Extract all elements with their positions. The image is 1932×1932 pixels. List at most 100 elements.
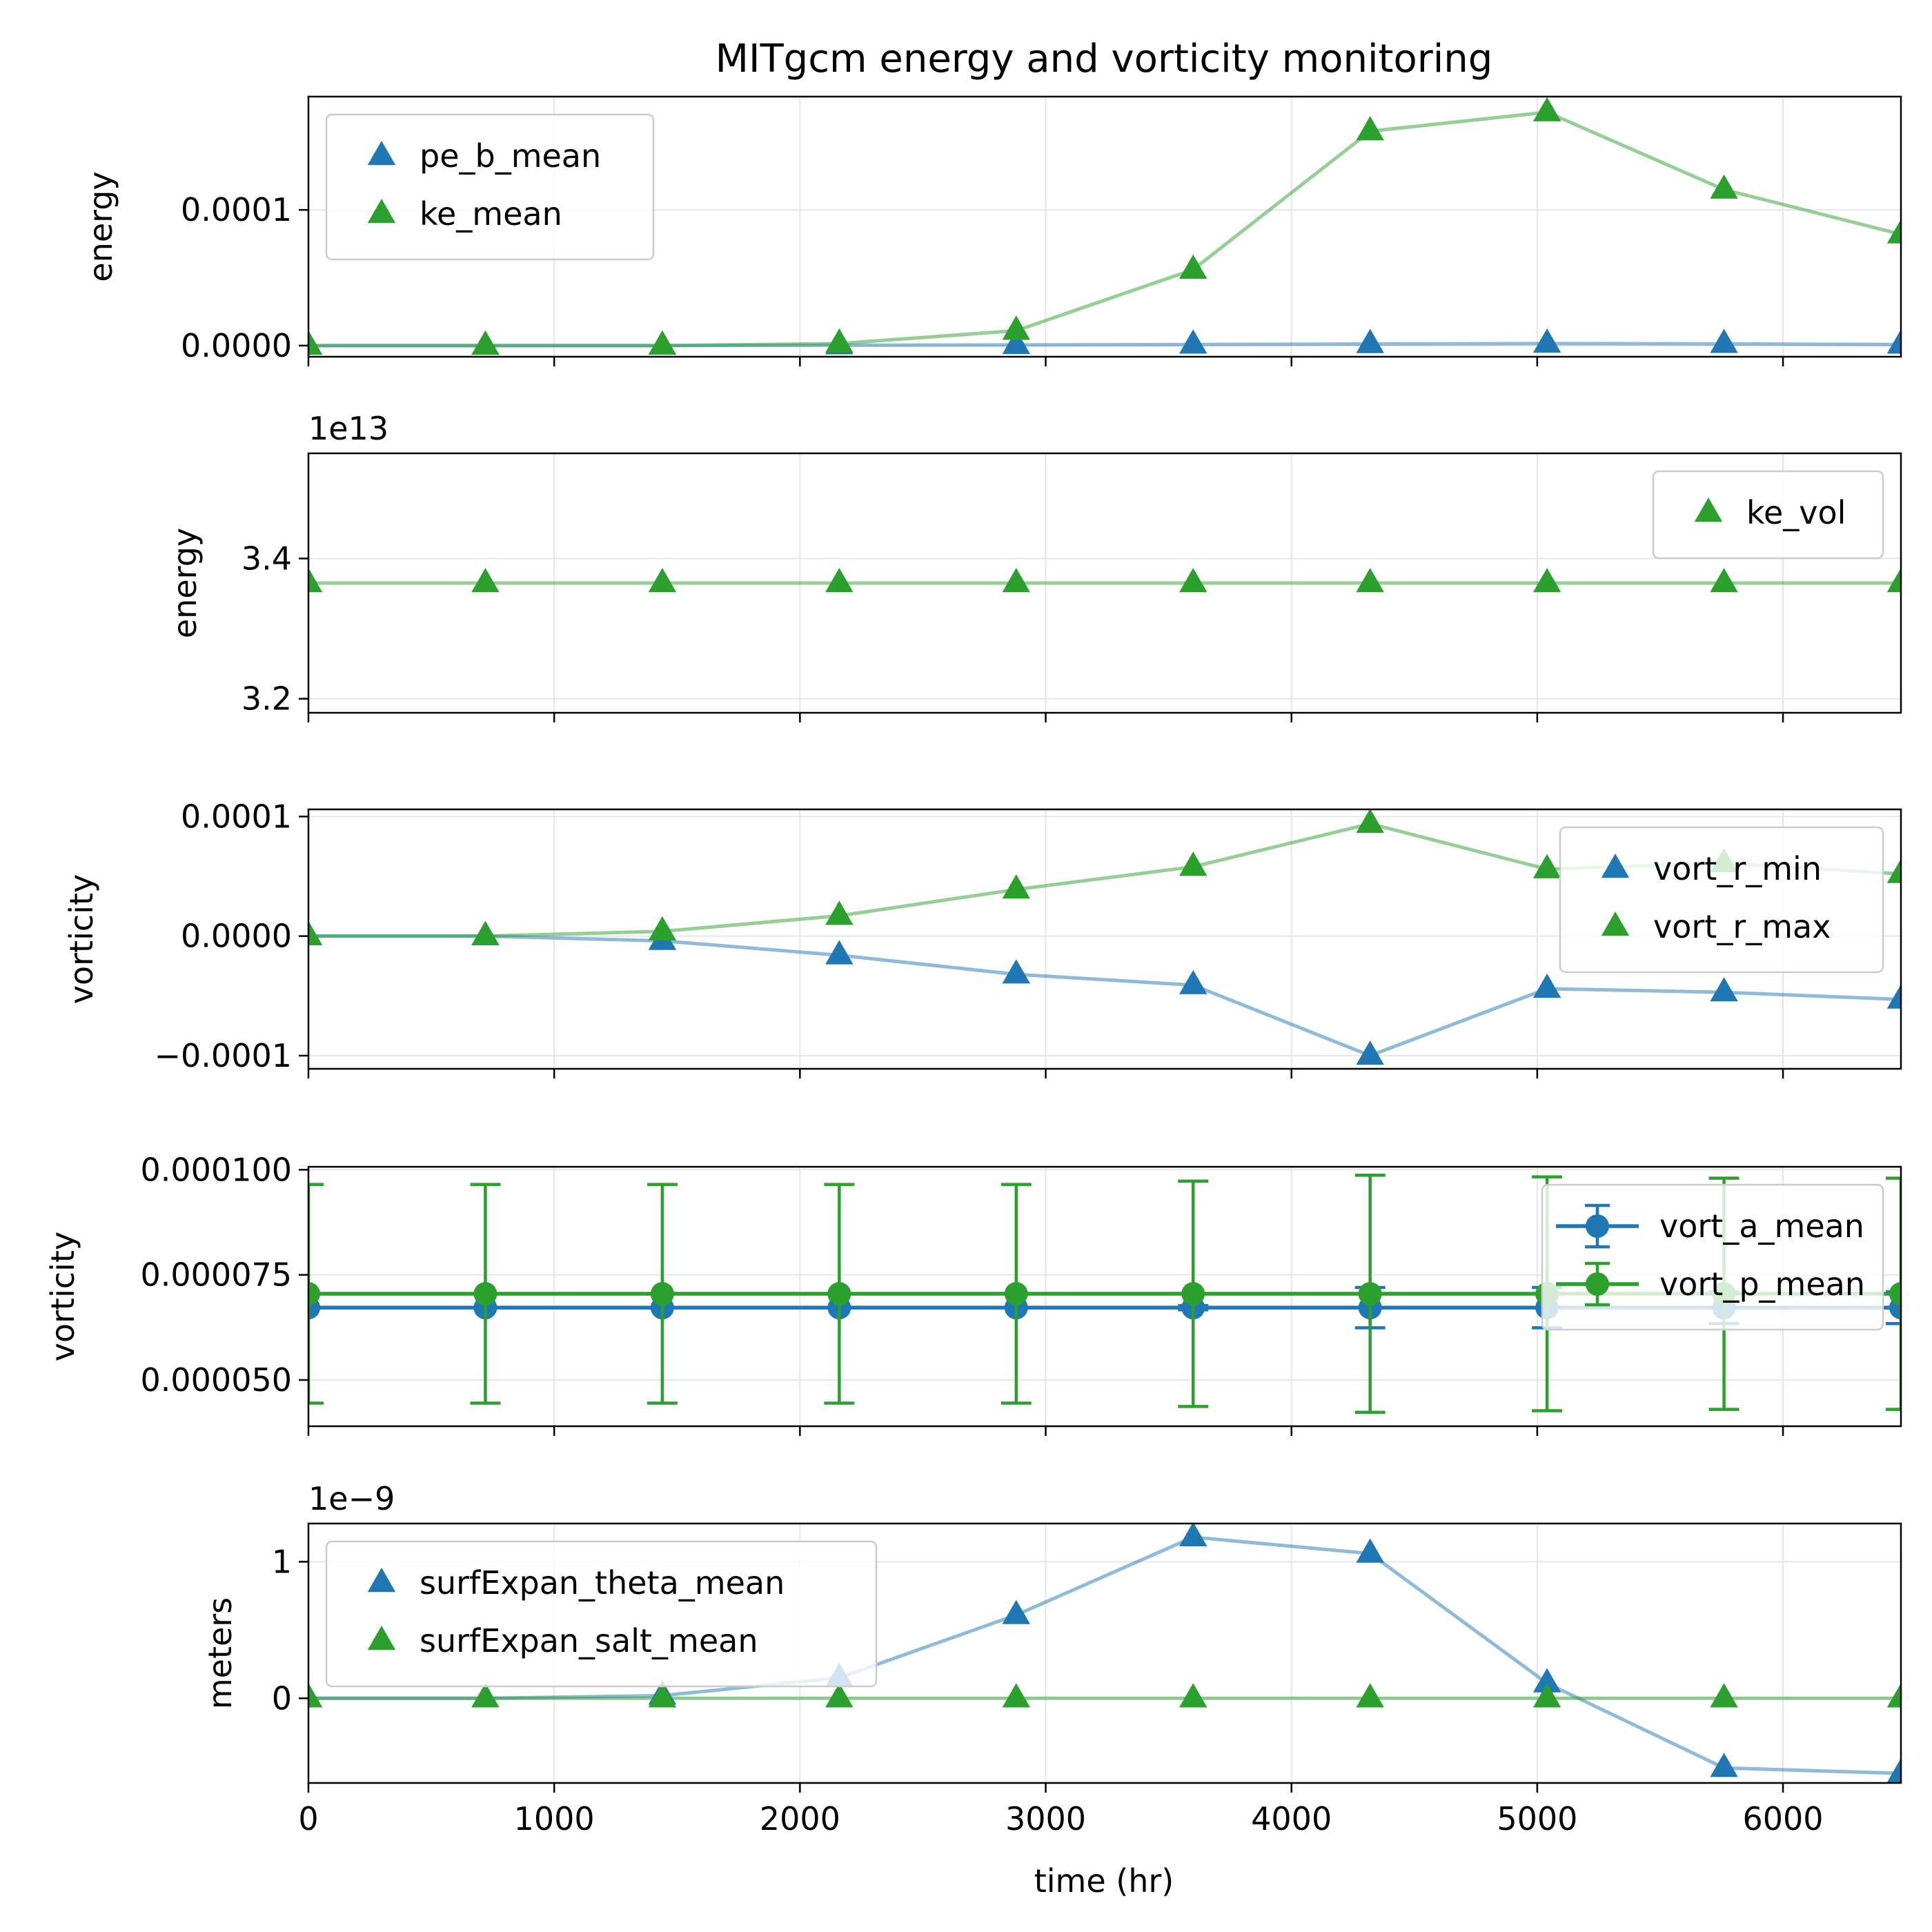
data-point (1886, 984, 1901, 1009)
data-point (1179, 568, 1208, 593)
legend-marker (1586, 1272, 1609, 1296)
legend: vort_r_min vort_r_max (1559, 826, 1884, 974)
y-tick-label: 3.2 (241, 680, 292, 718)
data-point (1179, 329, 1208, 354)
axes-frame (307, 1522, 1902, 1784)
y-offset-label: 1e13 (308, 410, 388, 447)
x-tick-label: 1000 (514, 1800, 595, 1837)
data-point (1886, 568, 1901, 593)
y-axis-label: meters (201, 1597, 239, 1709)
legend-label: vort_p_mean (1659, 1265, 1865, 1303)
data-point (1532, 1683, 1561, 1708)
data-point (1002, 1599, 1031, 1624)
series-line-vort_r_min (308, 934, 1901, 1058)
data-point (825, 1683, 854, 1708)
axes-frame (307, 452, 1902, 714)
data-point (1886, 219, 1901, 244)
y-tick-label: 1 (272, 1543, 292, 1580)
axes-frame (307, 808, 1902, 1070)
panel-4: 0.000050 0.000075 0.000100 vorticity vort_a_… (44, 1151, 1902, 1436)
y-axis-label: vorticity (63, 874, 100, 1004)
legend-box (1541, 1183, 1884, 1331)
legend-label: vort_a_mean (1659, 1208, 1864, 1245)
data-point (1710, 1683, 1738, 1708)
data-point (827, 1282, 851, 1306)
data-point (648, 330, 677, 355)
legend-marker (1586, 1214, 1609, 1238)
legend-marker (367, 1626, 396, 1650)
data-point (471, 568, 500, 593)
y-offset-label: 1e−9 (308, 1480, 395, 1517)
data-point (825, 940, 854, 965)
data-point (1002, 315, 1031, 340)
y-tick-label: 3.4 (241, 540, 292, 577)
data-point (1002, 329, 1031, 355)
data-point (1710, 1753, 1738, 1777)
x-tick-label: 2000 (760, 1800, 840, 1837)
y-tick-label: 0.0000 (181, 918, 292, 955)
y-tick-label: 0.000050 (141, 1361, 293, 1399)
data-point (1356, 1538, 1384, 1563)
data-point (1710, 328, 1738, 353)
x-axis-label: time (hr) (1034, 1862, 1174, 1900)
data-point (648, 916, 677, 940)
chart-title: MITgcm energy and vorticity monitoring (716, 37, 1493, 81)
x-tick-label: 3000 (1005, 1800, 1086, 1837)
data-point (308, 920, 323, 945)
data-point (1002, 959, 1031, 984)
data-point (1179, 254, 1208, 279)
y-tick-label: 0.0001 (181, 191, 292, 228)
legend-marker (1694, 497, 1723, 522)
legend: vort_a_mean vort_p_mean (1541, 1183, 1884, 1331)
data-point (1710, 568, 1738, 593)
data-point (825, 328, 854, 353)
data-point (1356, 809, 1384, 833)
data-point (1886, 1683, 1901, 1708)
data-point (308, 1683, 323, 1708)
legend-marker (367, 199, 396, 224)
axes-frame (307, 95, 1902, 358)
legend-box (1652, 470, 1884, 560)
data-point (1532, 568, 1561, 593)
legend-label: ke_vol (1746, 494, 1846, 531)
data-point (1886, 858, 1901, 883)
legend: surfExpan_theta_mean surfExpan_salt_mean (325, 1540, 878, 1688)
y-tick-label: 0 (272, 1679, 292, 1717)
data-point (471, 330, 500, 355)
y-axis-label: energy (82, 171, 119, 282)
x-tick-label: 6000 (1742, 1800, 1823, 1837)
data-point (650, 1282, 674, 1306)
data-point (308, 1282, 320, 1306)
data-point (1356, 1040, 1384, 1065)
y-tick-label: −0.0001 (155, 1037, 293, 1074)
legend-marker (367, 141, 396, 166)
panel-1: 0.0000 0.0001 energy pe_b_mean ke_mean (82, 95, 1902, 366)
axes-frame (307, 1165, 1902, 1428)
data-point (1356, 328, 1384, 353)
legend-label: surfExpan_salt_mean (420, 1622, 758, 1659)
panels: 0.0000 0.0001 energy pe_b_mean ke_mean 3.2 3.4… (44, 95, 1902, 1837)
x-tick-label: 0 (298, 1800, 318, 1837)
data-point (1532, 328, 1561, 353)
y-tick-label: 0.000075 (141, 1256, 293, 1294)
y-tick-label: 0.0000 (181, 327, 292, 364)
data-point (308, 568, 323, 593)
data-point (1532, 854, 1561, 878)
data-point (1532, 97, 1561, 121)
data-point (1179, 969, 1208, 994)
legend-marker (1601, 854, 1630, 878)
data-point (1889, 1282, 1901, 1306)
data-point (1358, 1282, 1382, 1306)
legend-label: pe_b_mean (420, 137, 601, 175)
data-point (471, 1683, 500, 1708)
legend-marker (367, 1568, 396, 1593)
y-tick-label: 0.0001 (181, 798, 292, 835)
panel-5: 0 1000 2000 3000 4000 5000 6000 0 1 meters 1e−9 sur… (201, 1480, 1902, 1837)
legend: pe_b_mean ke_mean (325, 113, 655, 261)
y-axis-label: vorticity (44, 1232, 81, 1361)
y-tick-label: 0.000100 (141, 1151, 293, 1188)
panel-2: 3.2 3.4 energy 1e13 ke_vol (166, 410, 1902, 722)
legend: ke_vol (1652, 470, 1884, 560)
data-point (1886, 329, 1901, 354)
data-point (1181, 1282, 1205, 1306)
